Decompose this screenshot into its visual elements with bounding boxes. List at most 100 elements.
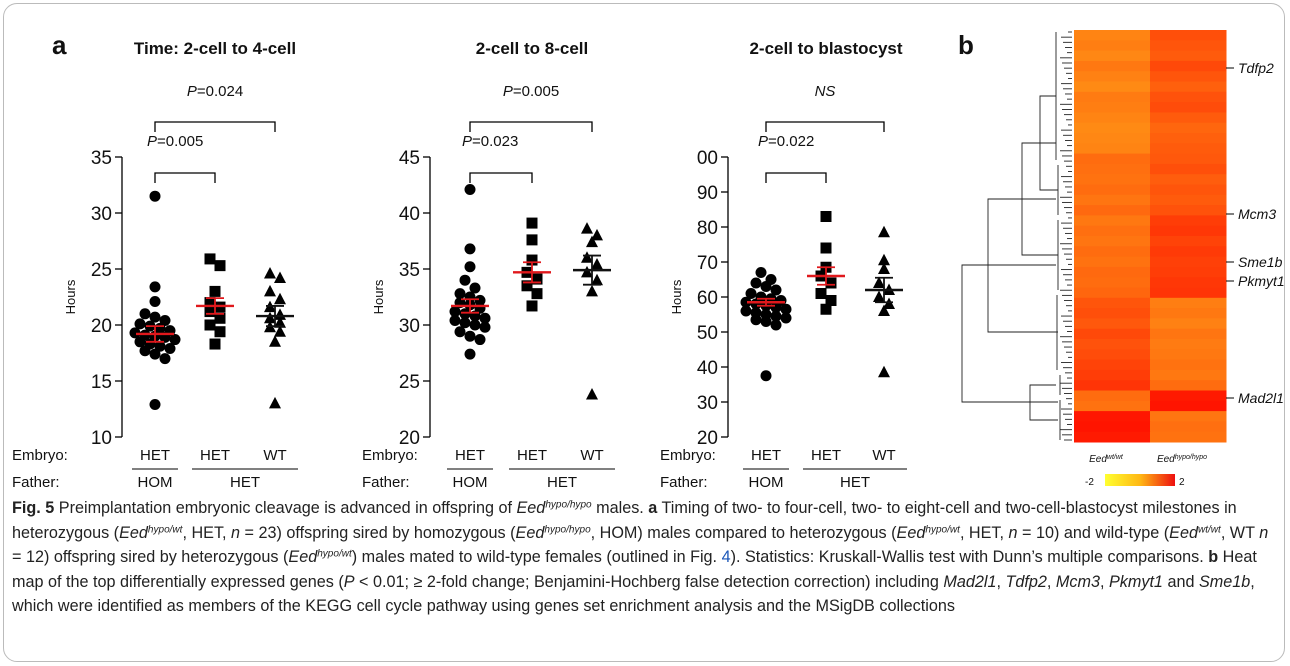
data-point-triangle: [274, 316, 286, 328]
heatmap-cell: [1150, 328, 1227, 340]
heatmap-cell: [1150, 153, 1227, 165]
data-point-square: [204, 297, 216, 309]
data-point-square: [214, 260, 226, 272]
y-tick-label: 50: [697, 323, 718, 344]
embryo-group-label: WT: [263, 447, 286, 464]
heatmap-cell: [1150, 411, 1227, 422]
scatter-panel: Time: 2-cell to 4-cell 10 15 20 25 30 35 Hours P…: [63, 39, 296, 449]
data-point-circle: [770, 319, 782, 331]
heatmap-cell: [1150, 349, 1227, 361]
data-point-circle: [139, 308, 151, 320]
y-tick-label: 45: [399, 148, 420, 169]
data-point-triangle: [873, 276, 885, 288]
data-point-square: [815, 288, 827, 299]
data-point-triangle: [591, 258, 603, 270]
heatmap-cell: [1150, 30, 1227, 41]
heatmap-cell: [1074, 71, 1151, 82]
data-point-triangle: [274, 325, 286, 337]
data-point-square: [820, 242, 832, 254]
comparison-label: P=0.022: [758, 133, 814, 150]
data-point-circle: [149, 311, 161, 323]
data-point-circle: [740, 296, 752, 308]
y-tick-label: 15: [91, 372, 112, 393]
data-point-circle: [780, 312, 792, 324]
heatmap-cell: [1074, 153, 1151, 165]
figure-frame: [3, 3, 1285, 662]
data-point-circle: [760, 316, 772, 327]
heatmap-cell: [1074, 308, 1151, 319]
heatmap-cell: [1150, 174, 1227, 185]
father-group-label: HOM: [453, 474, 488, 491]
data-point-triangle: [878, 253, 890, 266]
data-point-square: [531, 288, 543, 300]
data-point-circle: [474, 294, 486, 306]
data-point-circle: [459, 308, 471, 320]
y-axis-label: Hours: [63, 279, 78, 314]
heatmap-cell: [1150, 246, 1227, 258]
data-point-triangle: [274, 271, 286, 283]
data-point-triangle: [269, 396, 281, 409]
data-point-triangle: [591, 228, 603, 241]
heatmap-cell: [1150, 102, 1227, 113]
heatmap-cell: [1150, 81, 1227, 93]
heatmap-cell: [1074, 297, 1151, 309]
heatmap-cell: [1074, 81, 1151, 93]
gene-label: Sme1b: [1238, 254, 1283, 270]
data-point-triangle: [264, 284, 276, 297]
embryo-group-label: HET: [140, 447, 170, 464]
data-point-circle: [139, 345, 151, 357]
scatter-plots: Time: 2-cell to 4-cell 10 15 20 25 30 35 Hours P…: [63, 39, 903, 449]
data-point-circle: [760, 281, 772, 292]
data-point-square: [526, 217, 538, 229]
y-tick-label: 25: [399, 372, 420, 393]
comparison-bracket: [154, 172, 216, 183]
father-row-label: Father:: [12, 474, 60, 491]
data-point-circle: [464, 243, 476, 255]
embryo-row-label: Embryo:: [362, 447, 418, 464]
data-point-triangle: [581, 265, 593, 278]
comparison-label: P=0.005: [147, 133, 203, 150]
embryo-row-label: Embryo:: [660, 447, 716, 464]
data-point-triangle: [581, 222, 593, 234]
y-tick-label: 60: [697, 288, 718, 309]
heatmap-cell: [1074, 133, 1151, 144]
data-point-circle: [459, 317, 471, 329]
data-point-circle: [464, 183, 476, 195]
data-point-circle: [770, 310, 782, 322]
heatmap-cell: [1074, 174, 1151, 185]
heatmap-cell: [1074, 205, 1151, 216]
data-point-circle: [755, 267, 767, 278]
data-point-circle: [149, 348, 161, 360]
father-group-label: HET: [230, 474, 260, 491]
y-tick-label: 40: [399, 204, 420, 225]
data-point-circle: [169, 334, 181, 346]
data-point-circle: [134, 318, 146, 330]
heatmap-cell: [1074, 328, 1151, 340]
data-point-circle: [479, 312, 491, 324]
data-point-circle: [134, 336, 146, 348]
data-point-triangle: [581, 251, 593, 263]
heatmap-cell: [1074, 318, 1151, 330]
data-point-triangle: [586, 235, 598, 248]
data-point-circle: [469, 282, 481, 294]
heatmap-cell: [1150, 194, 1227, 206]
y-tick-label: 35: [91, 148, 112, 169]
data-point-circle: [449, 315, 461, 327]
gene-label: Mcm3: [1238, 206, 1276, 222]
comparison-bracket: [469, 172, 533, 183]
data-point-circle: [464, 330, 476, 342]
data-point-square: [209, 338, 221, 350]
heatmap-cell: [1074, 390, 1151, 402]
data-point-triangle: [269, 335, 281, 347]
data-point-circle: [474, 334, 486, 346]
heatmap-cell: [1074, 339, 1151, 350]
data-point-square: [825, 295, 837, 306]
heatmap-cell: [1150, 205, 1227, 216]
data-point-triangle: [274, 292, 286, 305]
y-tick-label: 80: [697, 218, 718, 239]
heatmap-cell: [1150, 431, 1227, 443]
heatmap-cell: [1150, 308, 1227, 319]
heatmap-cell: [1074, 421, 1151, 433]
data-point-circle: [459, 274, 471, 286]
data-point-circle: [149, 295, 161, 307]
